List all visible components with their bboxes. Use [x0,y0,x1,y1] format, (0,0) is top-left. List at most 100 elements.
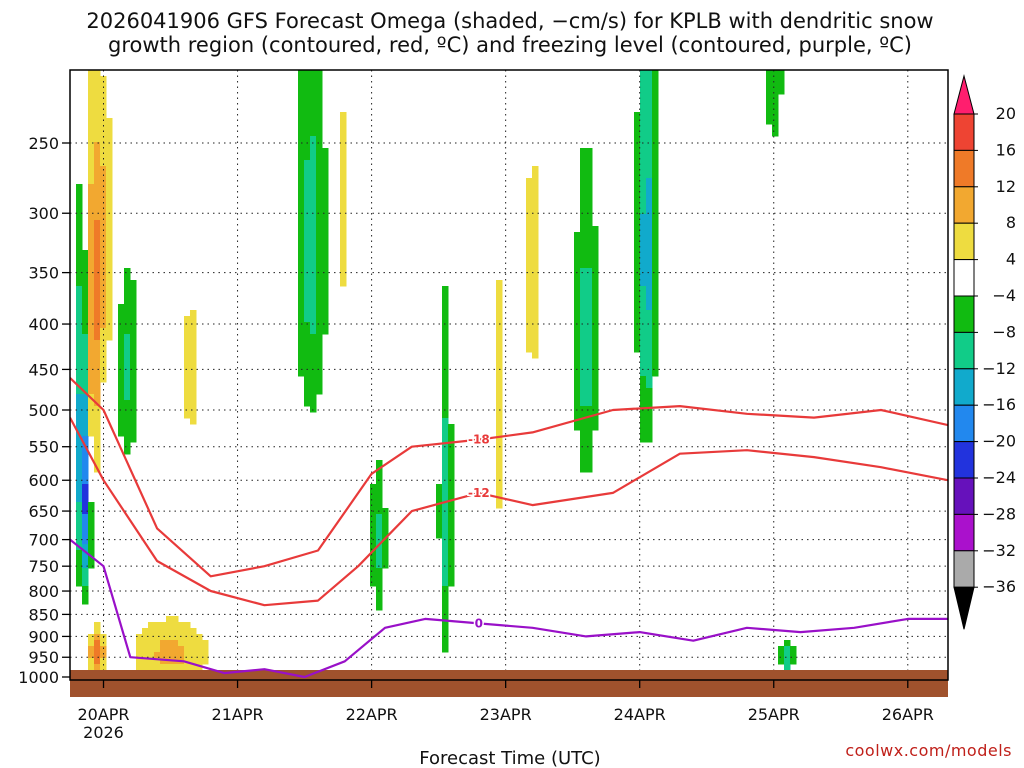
omega-cell [634,160,641,167]
omega-cell [88,514,95,521]
omega-cell [370,496,377,503]
omega-cell [316,376,323,383]
omega-cell [580,184,587,191]
omega-cell [646,424,653,431]
omega-cell [76,232,83,239]
omega-cell [652,136,659,143]
omega-cell [580,148,587,155]
omega-cell [646,94,653,101]
omega-cell [580,454,587,461]
omega-cell [652,268,659,275]
omega-cell [646,268,653,275]
omega-cell [496,424,503,431]
omega-cell [310,286,317,293]
omega-cell [184,322,191,329]
omega-cell [304,382,311,389]
omega-cell [160,646,167,653]
omega-cell [580,328,587,335]
omega-cell [526,256,533,263]
omega-cell [646,322,653,329]
omega-cell [100,94,107,101]
omega-cell [496,334,503,341]
omega-cell [298,268,305,275]
omega-cell [652,214,659,221]
omega-cell [124,322,131,329]
omega-cell [190,334,197,341]
omega-cell [178,628,185,635]
omega-cell [82,562,89,569]
omega-cell [322,214,329,221]
omega-cell [190,658,197,665]
omega-cell [340,262,347,269]
omega-cell [82,274,89,281]
omega-cell [130,418,137,425]
omega-cell [184,316,191,323]
omega-cell [298,202,305,209]
omega-cell [652,76,659,83]
omega-cell [124,346,131,353]
omega-cell [298,262,305,269]
omega-cell [586,226,593,233]
omega-cell [646,232,653,239]
omega-cell [316,238,323,245]
omega-cell [784,658,791,665]
omega-cell [532,196,539,203]
omega-cell [304,256,311,263]
omega-cell [640,370,647,377]
omega-cell [124,448,131,455]
omega-cell [634,154,641,161]
omega-cell [574,424,581,431]
omega-cell [88,376,95,383]
omega-cell [574,334,581,341]
omega-cell [370,520,377,527]
omega-cell [634,136,641,143]
omega-cell [376,556,383,563]
omega-cell [646,214,653,221]
omega-cell [124,358,131,365]
omega-cell [310,112,317,119]
omega-cell [574,310,581,317]
omega-cell [592,298,599,305]
omega-cell [340,124,347,131]
omega-cell [640,274,647,281]
y-tick-label: 900 [28,627,59,646]
omega-cell [640,304,647,311]
omega-cell [640,328,647,335]
omega-cell [382,532,389,539]
omega-cell [586,394,593,401]
omega-cell [640,388,647,395]
omega-cell [442,448,449,455]
omega-cell [100,184,107,191]
omega-cell [340,256,347,263]
omega-cell [196,646,203,653]
omega-cell [88,106,95,113]
omega-cell [340,130,347,137]
omega-cell [124,364,131,371]
omega-cell [94,634,101,641]
omega-cell [574,352,581,359]
omega-cell [82,382,89,389]
omega-cell [496,376,503,383]
omega-cell [526,184,533,191]
omega-cell [586,388,593,395]
omega-cell [580,178,587,185]
red-contour--18-label: -18 [468,433,490,447]
omega-cell [190,364,197,371]
omega-cell [772,118,779,125]
omega-cell [574,292,581,299]
omega-cell [526,280,533,287]
omega-cell [94,154,101,161]
omega-cell [310,262,317,269]
omega-cell [298,274,305,281]
omega-cell [496,358,503,365]
omega-cell [592,352,599,359]
omega-cell [778,658,785,665]
omega-cell [448,442,455,449]
omega-cell [316,316,323,323]
omega-cell [322,244,329,251]
omega-cell [76,478,83,485]
omega-cell [130,430,137,437]
omega-cell [340,244,347,251]
omega-cell [88,412,95,419]
omega-cell [196,634,203,641]
